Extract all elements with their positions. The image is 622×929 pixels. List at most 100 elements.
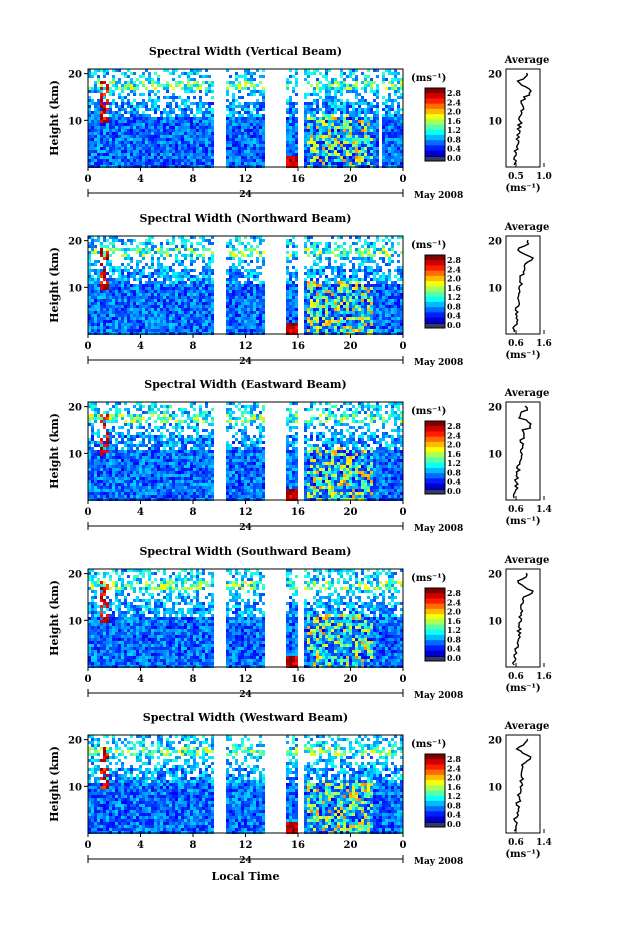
heatmap-cell bbox=[121, 302, 124, 305]
heatmap-cell bbox=[292, 147, 295, 150]
heatmap-cell bbox=[319, 72, 322, 75]
heatmap-cell bbox=[88, 405, 91, 408]
heatmap-cell bbox=[157, 263, 160, 266]
heatmap-cell bbox=[181, 120, 184, 123]
heatmap-cell bbox=[127, 87, 130, 90]
heatmap-cell bbox=[190, 111, 193, 114]
heatmap-cell bbox=[397, 326, 400, 329]
heatmap-cell bbox=[289, 156, 292, 159]
heatmap-cell bbox=[190, 90, 193, 93]
heatmap-cell bbox=[244, 150, 247, 153]
heatmap-cell bbox=[238, 135, 241, 138]
heatmap-cell bbox=[172, 308, 175, 311]
heatmap-cell bbox=[229, 150, 232, 153]
heatmap-cell bbox=[154, 317, 157, 320]
heatmap-cell bbox=[136, 302, 139, 305]
heatmap-cell bbox=[205, 114, 208, 117]
heatmap-cell bbox=[316, 111, 319, 114]
heatmap-cell bbox=[136, 117, 139, 120]
heatmap-cell bbox=[361, 81, 364, 84]
heatmap-cell bbox=[307, 150, 310, 153]
heatmap-cell bbox=[238, 132, 241, 135]
heatmap-cell bbox=[391, 144, 394, 147]
heatmap-cell bbox=[109, 236, 112, 239]
heatmap-cell bbox=[340, 245, 343, 248]
heatmap-cell bbox=[202, 305, 205, 308]
heatmap-cell bbox=[340, 236, 343, 239]
heatmap-cell bbox=[94, 81, 97, 84]
colorbar-tick-label: 1.6 bbox=[447, 283, 461, 293]
heatmap-cell bbox=[289, 281, 292, 284]
heatmap-cell bbox=[292, 111, 295, 114]
heatmap-cell bbox=[166, 290, 169, 293]
heatmap-cell bbox=[364, 272, 367, 275]
heatmap-cell bbox=[289, 81, 292, 84]
heatmap-cell bbox=[250, 120, 253, 123]
heatmap-cell bbox=[112, 162, 115, 165]
heatmap-cell bbox=[100, 132, 103, 135]
heatmap-cell bbox=[256, 257, 259, 260]
heatmap-cell bbox=[376, 108, 379, 111]
heatmap-cell bbox=[376, 144, 379, 147]
heatmap-cell bbox=[358, 114, 361, 117]
heatmap-cell bbox=[202, 299, 205, 302]
heatmap-cell bbox=[367, 329, 370, 332]
heatmap-cell bbox=[325, 93, 328, 96]
heatmap-cell bbox=[157, 84, 160, 87]
heatmap-cell bbox=[136, 102, 139, 105]
heatmap-cell bbox=[256, 275, 259, 278]
heatmap-cell bbox=[142, 84, 145, 87]
heatmap-cell bbox=[397, 159, 400, 162]
heatmap-cell bbox=[112, 278, 115, 281]
heatmap-cell bbox=[136, 248, 139, 251]
heatmap-cell bbox=[247, 296, 250, 299]
heatmap-cell bbox=[139, 141, 142, 144]
heatmap-cell bbox=[172, 129, 175, 132]
heatmap-cell bbox=[199, 150, 202, 153]
heatmap-cell bbox=[316, 329, 319, 332]
heatmap-cell bbox=[238, 138, 241, 141]
heatmap-cell bbox=[304, 305, 307, 308]
heatmap-cell bbox=[169, 111, 172, 114]
heatmap-cell bbox=[112, 236, 115, 239]
heatmap-cell bbox=[169, 72, 172, 75]
heatmap-cell bbox=[289, 135, 292, 138]
heatmap-cell bbox=[289, 254, 292, 257]
heatmap-cell bbox=[163, 153, 166, 156]
heatmap-cell bbox=[382, 305, 385, 308]
heatmap-cell bbox=[184, 299, 187, 302]
heatmap-cell bbox=[175, 305, 178, 308]
heatmap-cell bbox=[376, 281, 379, 284]
heatmap-cell bbox=[292, 126, 295, 129]
heatmap-cell bbox=[304, 272, 307, 275]
heatmap-cell bbox=[361, 296, 364, 299]
heatmap-cell bbox=[337, 245, 340, 248]
heatmap-cell bbox=[373, 290, 376, 293]
heatmap-cell bbox=[178, 305, 181, 308]
heatmap-cell bbox=[133, 269, 136, 272]
heatmap-cell bbox=[208, 242, 211, 245]
heatmap-cell bbox=[232, 102, 235, 105]
heatmap-cell bbox=[310, 299, 313, 302]
heatmap-cell bbox=[391, 138, 394, 141]
heatmap-cell bbox=[349, 326, 352, 329]
heatmap-cell bbox=[235, 138, 238, 141]
heatmap-cell bbox=[178, 135, 181, 138]
heatmap-cell bbox=[91, 308, 94, 311]
heatmap-cell bbox=[244, 284, 247, 287]
heatmap-cell bbox=[331, 287, 334, 290]
heatmap-cell bbox=[397, 293, 400, 296]
heatmap-cell bbox=[118, 120, 121, 123]
heatmap-cell bbox=[259, 266, 262, 269]
heatmap-cell bbox=[100, 308, 103, 311]
heatmap-cell bbox=[127, 317, 130, 320]
heatmap-cell bbox=[391, 72, 394, 75]
heatmap-cell bbox=[244, 78, 247, 81]
heatmap-cell bbox=[160, 245, 163, 248]
heatmap-cell bbox=[166, 102, 169, 105]
heatmap-cell bbox=[91, 314, 94, 317]
heatmap-cell bbox=[169, 323, 172, 326]
heatmap-cell bbox=[118, 269, 121, 272]
heatmap-cell bbox=[121, 147, 124, 150]
heatmap-cell bbox=[211, 90, 214, 93]
